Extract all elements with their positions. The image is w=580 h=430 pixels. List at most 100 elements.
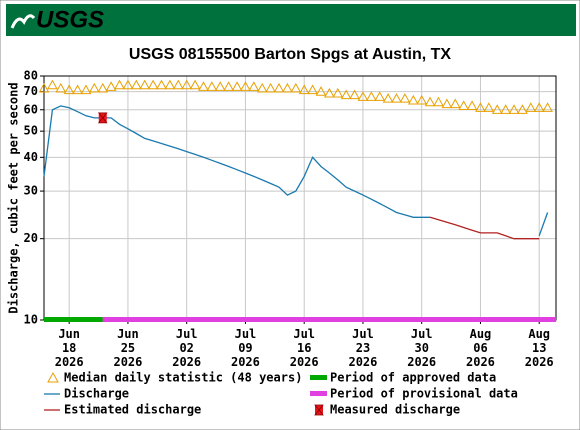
median-marker (332, 87, 344, 98)
median-marker (164, 79, 176, 90)
median-marker (290, 82, 302, 93)
y-tick-label: 20 (24, 231, 38, 245)
y-tick-label: 50 (24, 124, 38, 138)
median-marker (181, 79, 193, 90)
legend-glyph-edge (314, 404, 324, 416)
median-marker (55, 82, 67, 93)
median-marker (122, 79, 134, 90)
legend-glyph (310, 391, 327, 396)
y-tick-label: 60 (24, 102, 38, 116)
median-marker (80, 84, 92, 95)
x-tick-label: Jul 16 2026 (290, 327, 319, 369)
median-marker (315, 86, 327, 96)
legend-label: Period of approved data (330, 371, 496, 385)
median-marker (365, 91, 377, 101)
chart-title: USGS 08155500 Barton Spgs at Austin, TX (129, 46, 452, 63)
median-marker (433, 96, 444, 107)
median-marker (248, 81, 260, 91)
median-marker (130, 79, 142, 90)
x-tick-label: Jul 09 2026 (231, 327, 260, 369)
logo-wave (10, 14, 36, 29)
median-marker (391, 93, 402, 103)
median-marker (374, 91, 386, 101)
measured-marker-edge (97, 112, 108, 124)
series-line (429, 216, 540, 240)
median-marker (508, 104, 520, 114)
median-marker (491, 104, 503, 114)
x-tick-label: Aug 13 2026 (525, 327, 554, 369)
median-marker (265, 82, 276, 93)
median-marker (89, 82, 100, 93)
median-marker (449, 98, 461, 109)
median-marker (156, 79, 167, 90)
median-marker (542, 102, 553, 112)
x-tick-label: Jul 23 2026 (348, 327, 377, 369)
median-marker (139, 79, 151, 90)
median-marker (273, 82, 285, 93)
median-marker (189, 79, 201, 90)
y-tick-label: 70 (24, 84, 38, 98)
median-marker (114, 79, 125, 90)
series-line (43, 105, 549, 237)
legend-label: Measured discharge (330, 403, 460, 417)
median-marker (475, 102, 486, 112)
median-marker (407, 94, 419, 105)
median-marker (97, 82, 109, 93)
y-axis-label: Discharge, cubic feet per second (7, 82, 21, 313)
median-marker (500, 104, 511, 114)
y-tick-label: 40 (24, 150, 38, 164)
x-tick-label: Jun 18 2026 (55, 327, 84, 369)
median-marker (72, 84, 83, 95)
median-marker (399, 93, 411, 103)
median-marker (223, 81, 235, 91)
header-bar (6, 4, 576, 36)
median-marker (525, 102, 537, 112)
median-marker (458, 100, 470, 111)
median-marker (382, 93, 394, 103)
legend-glyph (47, 371, 59, 383)
median-marker (38, 82, 50, 93)
legend-glyph (310, 375, 327, 380)
median-marker (441, 98, 453, 109)
period-bar (102, 317, 557, 322)
median-marker (282, 82, 293, 93)
median-marker (256, 82, 268, 93)
median-marker (172, 79, 184, 90)
median-marker (198, 81, 209, 91)
median-marker (214, 81, 226, 91)
x-tick-label: Jul 02 2026 (172, 327, 201, 369)
legend-label: Period of provisional data (330, 387, 518, 401)
median-marker (533, 102, 545, 112)
median-marker (349, 89, 360, 100)
median-marker (206, 81, 218, 91)
x-tick-label: Jun 25 2026 (113, 327, 142, 369)
legend-label: Median daily statistic (48 years) (64, 371, 302, 385)
legend-label: Estimated discharge (64, 403, 201, 417)
x-tick-label: Aug 06 2026 (466, 327, 495, 369)
logo: USGS (36, 6, 104, 33)
median-marker (298, 84, 310, 95)
median-marker (416, 94, 428, 105)
median-marker (105, 81, 117, 91)
y-tick-label: 10 (24, 313, 38, 327)
median-marker (357, 91, 369, 101)
legend-label: Discharge (64, 387, 129, 401)
median-marker (517, 104, 528, 114)
median-marker (483, 102, 495, 112)
median-marker (466, 100, 478, 111)
median-marker (340, 89, 352, 100)
median-marker (63, 84, 75, 95)
y-tick-label: 30 (24, 184, 38, 198)
median-marker (240, 81, 251, 91)
median-marker (424, 96, 436, 107)
y-tick-label: 80 (24, 69, 38, 83)
median-marker (147, 79, 159, 90)
median-marker (324, 87, 335, 98)
median-marker (231, 81, 243, 91)
median-marker (307, 84, 318, 95)
period-bar (44, 317, 103, 322)
median-marker (47, 79, 58, 90)
x-tick-label: Jul 30 2026 (407, 327, 436, 369)
